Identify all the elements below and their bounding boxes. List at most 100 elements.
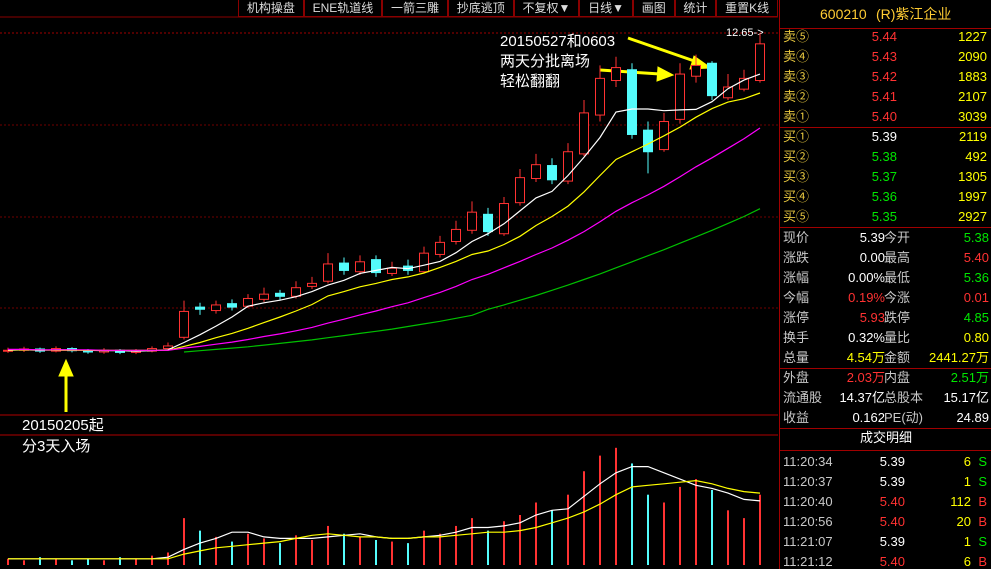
order-price: 5.35 [871,209,897,224]
trade-price: 5.39 [879,454,905,469]
trade-time: 11:21:07 [783,534,833,549]
candle-body [323,263,333,282]
order-label: 卖③ [783,69,810,84]
order-price: 5.44 [871,29,897,44]
stat-value: 4.54万 [846,350,885,365]
order-volume: 1227 [958,29,987,44]
toolbar-button[interactable]: ENE轨道线 [303,0,383,17]
separator [780,127,991,128]
stat-value: 0.32% [848,330,885,345]
separator [780,428,991,429]
candle-body [691,64,701,77]
candle-body [259,293,269,300]
trade-volume: 20 [956,514,971,529]
candle-body [579,112,589,155]
moving-average [183,208,761,353]
order-price: 5.42 [871,69,897,84]
trades-title: 成交明细 [859,430,912,445]
order-volume: 492 [965,149,987,164]
annotation: 20150205起 [22,417,104,434]
order-volume: 1305 [958,169,987,184]
stat-value: 0.80 [963,330,989,345]
toolbar-button[interactable]: 不复权▼ [513,0,580,17]
order-volume: 1997 [958,189,987,204]
candle-body [291,287,301,297]
quote-panel: 600210 (R)紫江企业 卖⑤ 5.44 1227 卖④ 5.43 2090 卖③ 5.42 1… [779,0,991,569]
trade-price: 5.39 [879,474,905,489]
order-volume: 2119 [959,129,987,144]
candle-body [643,129,653,153]
order-price: 5.36 [871,189,897,204]
max-price-label: 12.65-> [726,27,764,39]
stat-label: 今幅 [783,290,810,305]
candle-body [595,77,605,116]
candle-body [211,304,221,312]
trade-side: B [978,554,987,569]
toolbar: 机构操盘 ENE轨道线 一箭三雕 抄底逃顶 不复权▼ 日线▼ 画图 统计 重置K线 [238,0,779,17]
toolbar-button[interactable]: 机构操盘 [238,0,304,17]
order-price: 5.40 [871,109,897,124]
stat-value: 24.89 [956,410,989,425]
moving-average [7,73,761,352]
stat-value: 0.19% [848,290,885,305]
separator [780,450,991,451]
candle-body [227,303,237,308]
toolbar-button[interactable]: 画图 [632,0,675,17]
annotation: 轻松翻翻 [500,73,560,90]
stat-value: 14.37亿 [839,390,885,405]
trade-side: S [978,454,987,469]
stat-label: 今涨 [884,290,911,305]
stock-name: (R)紫江企业 [876,6,952,22]
stat-value: 2.03万 [846,370,885,385]
order-label: 卖② [783,89,810,104]
order-label: 买③ [783,169,810,184]
trade-volume: 6 [963,454,971,469]
order-label: 卖④ [783,49,810,64]
order-price: 5.38 [871,149,897,164]
stat-label: 总量 [783,350,810,365]
stat-label: 量比 [884,330,911,345]
separator [780,368,991,369]
candle-body [451,228,461,243]
candle-body [387,267,397,274]
trade-price: 5.40 [879,554,905,569]
trade-time: 11:20:34 [783,454,833,469]
candle-body [531,164,541,179]
order-label: 买⑤ [783,209,810,224]
toolbar-button[interactable]: 重置K线 [716,0,779,17]
candle-body [371,259,381,274]
stat-value: 0.01 [963,290,989,305]
stat-value: 0.00 [859,250,885,265]
stat-label: 涨幅 [783,270,810,285]
trade-price: 5.40 [879,514,905,529]
stat-value: 0.162 [852,410,885,425]
order-volume: 2927 [958,209,987,224]
stat-label: PE(动) [884,410,924,425]
entry-arrow [58,358,74,412]
stat-value: 4.85 [963,310,989,325]
stat-label: 最低 [884,270,911,285]
trade-time: 11:20:56 [783,514,833,529]
toolbar-button[interactable]: 日线▼ [579,0,633,17]
order-volume: 2107 [958,89,987,104]
separator [780,227,991,228]
stat-label: 内盘 [884,370,911,385]
trade-side: B [978,494,987,509]
toolbar-button[interactable]: 统计 [674,0,717,17]
toolbar-button[interactable]: 抄底逃顶 [447,0,514,17]
candle-body [467,211,477,231]
stat-label: 涨停 [783,310,810,325]
toolbar-button[interactable]: 一箭三雕 [382,0,448,17]
stat-value: 2.51万 [950,370,989,385]
stat-label: 现价 [783,230,810,245]
candle-body [675,73,685,120]
stat-value: 2441.27万 [929,350,989,365]
candle-body [515,177,525,204]
candle-body [611,67,621,82]
stat-label: 今开 [884,230,911,245]
candle-body [179,310,189,338]
order-label: 买② [783,149,810,164]
stat-label: 换手 [783,330,810,345]
stat-value: 0.00% [848,270,885,285]
